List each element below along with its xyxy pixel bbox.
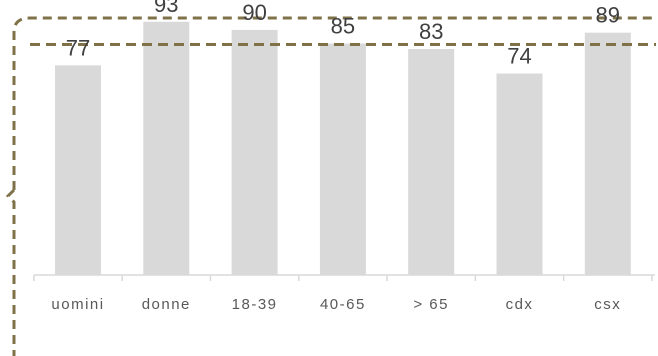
bars — [55, 21, 631, 276]
bar-csx — [584, 32, 631, 275]
value-label: 93 — [154, 0, 178, 17]
value-label: 74 — [507, 43, 531, 68]
x-tick-label: donne — [142, 296, 191, 313]
value-label: 89 — [596, 3, 620, 28]
bar-65 — [408, 48, 455, 276]
frame-left-edge-lower — [5, 188, 16, 356]
bar-cdx — [496, 73, 543, 275]
x-tick-label: 40-65 — [320, 296, 366, 313]
x-tick-labels: uomini donne 18-39 40-65 > 65 cdx csx — [51, 296, 621, 313]
value-labels: 77 93 90 85 83 74 89 — [66, 0, 620, 68]
value-label: 83 — [419, 19, 443, 44]
x-tick-label: > 65 — [413, 296, 449, 313]
x-tick-label: 18-39 — [232, 296, 278, 313]
x-axis — [33, 274, 655, 281]
x-tick-label: uomini — [51, 296, 104, 313]
bar-4065 — [319, 43, 366, 275]
bar-uomini — [55, 65, 101, 275]
value-label: 90 — [242, 0, 266, 25]
frame-top-left-edge — [12, 16, 656, 190]
x-tick-label: csx — [594, 296, 621, 313]
value-label: 85 — [331, 14, 355, 39]
x-tick-label: cdx — [506, 296, 534, 313]
dashed-frame — [5, 16, 656, 356]
value-label: 77 — [66, 35, 90, 60]
bar-1839 — [231, 29, 278, 276]
bar-donne — [143, 21, 190, 275]
